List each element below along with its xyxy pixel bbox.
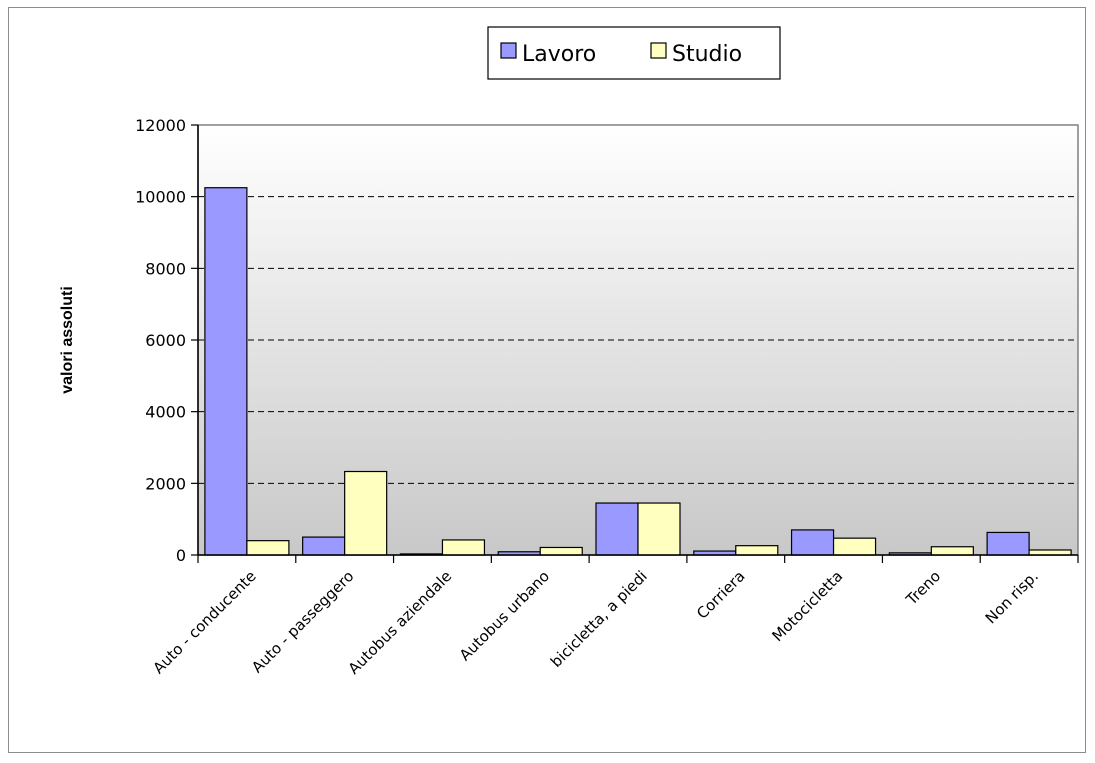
y-tick-label: 10000 [135, 188, 186, 207]
x-tick-label: Autobus aziendale [345, 567, 456, 678]
y-tick-label: 2000 [145, 474, 186, 493]
bar-lavoro-8 [986, 531, 1030, 556]
bar-lavoro-0 [204, 187, 248, 556]
gridlines [198, 196, 1078, 484]
bar-studio-4 [637, 502, 681, 556]
x-tick-label: Corriera [693, 567, 748, 622]
y-tick-labels: 0 2000 4000 6000 8000 10000 12000 [135, 116, 186, 565]
legend-swatch-lavoro [500, 42, 517, 59]
y-axis-title: valori assoluti [59, 286, 76, 394]
legend-swatch-studio [650, 42, 667, 59]
x-tick-label: Autobus urbano [456, 567, 553, 664]
bar-studio-3 [539, 546, 583, 556]
bar-lavoro-1 [302, 536, 346, 556]
x-tick-label: Non risp. [982, 567, 1042, 627]
bar-studio-8 [1028, 549, 1072, 556]
bar-studio-0 [246, 540, 290, 556]
bars [204, 187, 1072, 556]
x-tick-label: Motocicletta [768, 567, 846, 645]
x-tick-label: Auto - conducente [150, 567, 260, 677]
bar-lavoro-4 [595, 502, 639, 556]
y-tick-label: 4000 [145, 403, 186, 422]
legend-label-studio: Studio [672, 42, 742, 67]
x-tick-label: Auto - passeggero [248, 567, 357, 676]
y-tick-label: 0 [176, 546, 186, 565]
bar-lavoro-6 [790, 529, 835, 556]
bar-studio-5 [735, 545, 779, 556]
bar-studio-6 [832, 537, 877, 556]
axes [191, 124, 1079, 563]
legend-box [487, 26, 781, 80]
bar-studio-7 [930, 546, 974, 556]
bar-studio-1 [344, 470, 388, 556]
y-tick-label: 8000 [145, 259, 186, 278]
y-tick-label: 12000 [135, 116, 186, 135]
x-tick-label: bicicletta, a piedi [547, 567, 651, 671]
legend-label-lavoro: Lavoro [522, 42, 596, 67]
bar-studio-2 [441, 539, 486, 556]
y-tick-label: 6000 [145, 331, 186, 350]
legend: Lavoro Studio [487, 26, 781, 80]
x-tick-label: Treno [902, 567, 944, 609]
